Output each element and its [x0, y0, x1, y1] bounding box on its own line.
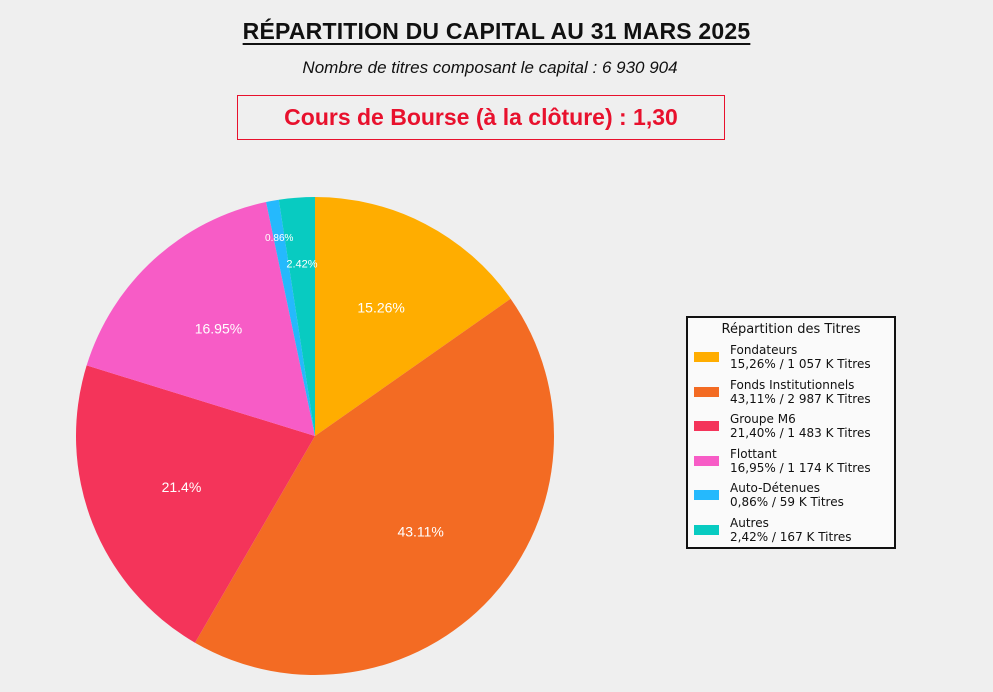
legend-detail: 2,42% / 167 K Titres — [730, 529, 852, 544]
pie-slice-flottant — [86, 202, 315, 436]
pie-label-auto-detenues: 0.86% — [265, 233, 293, 244]
legend-items: Fondateurs 15,26% / 1 057 K Titres Fonds I… — [688, 342, 894, 549]
pie-slice-auto-detenues — [266, 199, 315, 436]
pie-label-fonds-institutionnels: 43.11% — [397, 524, 443, 540]
legend-label: Autres — [730, 515, 769, 530]
legend-item-fonds-institutionnels: Fonds Institutionnels 43,11% / 2 987 K Ti… — [688, 377, 894, 412]
chart-title: RÉPARTITION DU CAPITAL AU 31 MARS 2025 — [0, 18, 993, 45]
legend-item-groupe-m6: Groupe M6 21,40% / 1 483 K Titres — [688, 411, 894, 446]
pie-slice-autres — [278, 197, 315, 436]
legend-title: Répartition des Titres — [721, 322, 861, 337]
legend-label: Groupe M6 — [730, 412, 796, 426]
stock-price-text: Cours de Bourse (à la clôture) : 1,30 — [284, 104, 678, 130]
legend-detail: 43,11% / 2 987 K Titres — [730, 391, 871, 406]
legend-swatch — [694, 386, 719, 397]
legend-swatch — [694, 421, 719, 431]
legend-detail: 16,95% / 1 174 K Titres — [730, 460, 871, 475]
legend-label: Fondateurs — [730, 343, 798, 357]
chart-subtitle: Nombre de titres composant le capital : … — [302, 58, 678, 77]
pie-slices — [76, 197, 554, 675]
legend-label: Auto-Détenues — [730, 481, 820, 495]
pie-label-flottant: 16.95% — [195, 321, 242, 337]
legend-label: Flottant — [730, 446, 777, 461]
pie-slice-fonds-institutionnels — [195, 298, 554, 675]
pie-label-autres: 2.42% — [286, 258, 317, 270]
legend-swatch — [694, 455, 719, 466]
pie-labels: 15.26% 43.11% 21.4% 16.95% 0.86% 2.42% — [162, 233, 444, 540]
chart-title-text: RÉPARTITION DU CAPITAL AU 31 MARS 2025 — [242, 18, 751, 44]
pie-label-fondateurs: 15.26% — [357, 299, 404, 315]
legend-detail: 21,40% / 1 483 K Titres — [730, 426, 871, 440]
pie-label-groupe-m6: 21.4% — [162, 479, 202, 495]
legend: Répartition des Titres Fondateurs 15,26% … — [686, 316, 896, 549]
legend-detail: 15,26% / 1 057 K Titres — [730, 357, 871, 371]
legend-swatch — [694, 524, 719, 535]
pie-slice-fondateurs — [315, 197, 511, 436]
legend-item-autres: Autres 2,42% / 167 K Titres — [688, 515, 894, 550]
legend-item-auto-detenues: Auto-Détenues 0,86% / 59 K Titres — [688, 480, 894, 515]
legend-detail: 0,86% / 59 K Titres — [730, 495, 844, 509]
stock-price-box: Cours de Bourse (à la clôture) : 1,30 — [237, 95, 725, 140]
legend-swatch — [694, 490, 719, 500]
legend-item-fondateurs: Fondateurs 15,26% / 1 057 K Titres — [688, 342, 894, 377]
legend-swatch — [694, 352, 719, 362]
legend-label: Fonds Institutionnels — [730, 377, 855, 392]
legend-item-flottant: Flottant 16,95% / 1 174 K Titres — [688, 446, 894, 481]
pie-slice-groupe-m6 — [76, 365, 315, 643]
